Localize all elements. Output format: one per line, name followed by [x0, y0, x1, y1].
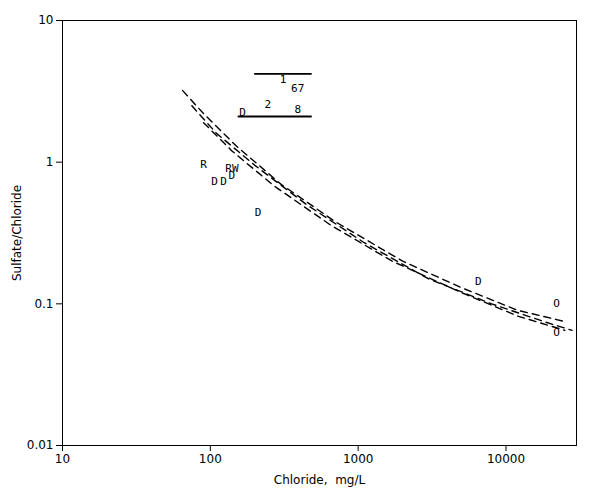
svg-text:0.01: 0.01 [27, 438, 54, 452]
svg-text:8: 8 [294, 103, 301, 116]
svg-text:O: O [553, 326, 560, 339]
svg-text:Sulfate/Chloride: Sulfate/Chloride [10, 185, 24, 281]
svg-text:0.1: 0.1 [34, 297, 53, 311]
svg-text:10: 10 [38, 13, 53, 27]
svg-text:2: 2 [265, 98, 272, 111]
svg-text:1: 1 [280, 73, 287, 86]
svg-text:D: D [220, 175, 227, 188]
svg-text:D: D [211, 175, 218, 188]
svg-text:D: D [255, 206, 262, 219]
svg-text:1000: 1000 [343, 452, 374, 466]
svg-text:67: 67 [291, 82, 304, 95]
svg-text:10: 10 [55, 452, 70, 466]
svg-text:D: D [475, 274, 482, 287]
svg-text:Chloride, mg/L: Chloride, mg/L [274, 473, 366, 487]
svg-text:D: D [229, 169, 236, 182]
svg-text:10000: 10000 [487, 452, 525, 466]
svg-text:R: R [200, 158, 207, 171]
svg-text:1: 1 [46, 155, 54, 169]
svg-text:RW: RW [225, 161, 239, 175]
svg-text:O: O [553, 297, 560, 310]
svg-text:D: D [239, 106, 246, 119]
svg-text:100: 100 [199, 452, 222, 466]
